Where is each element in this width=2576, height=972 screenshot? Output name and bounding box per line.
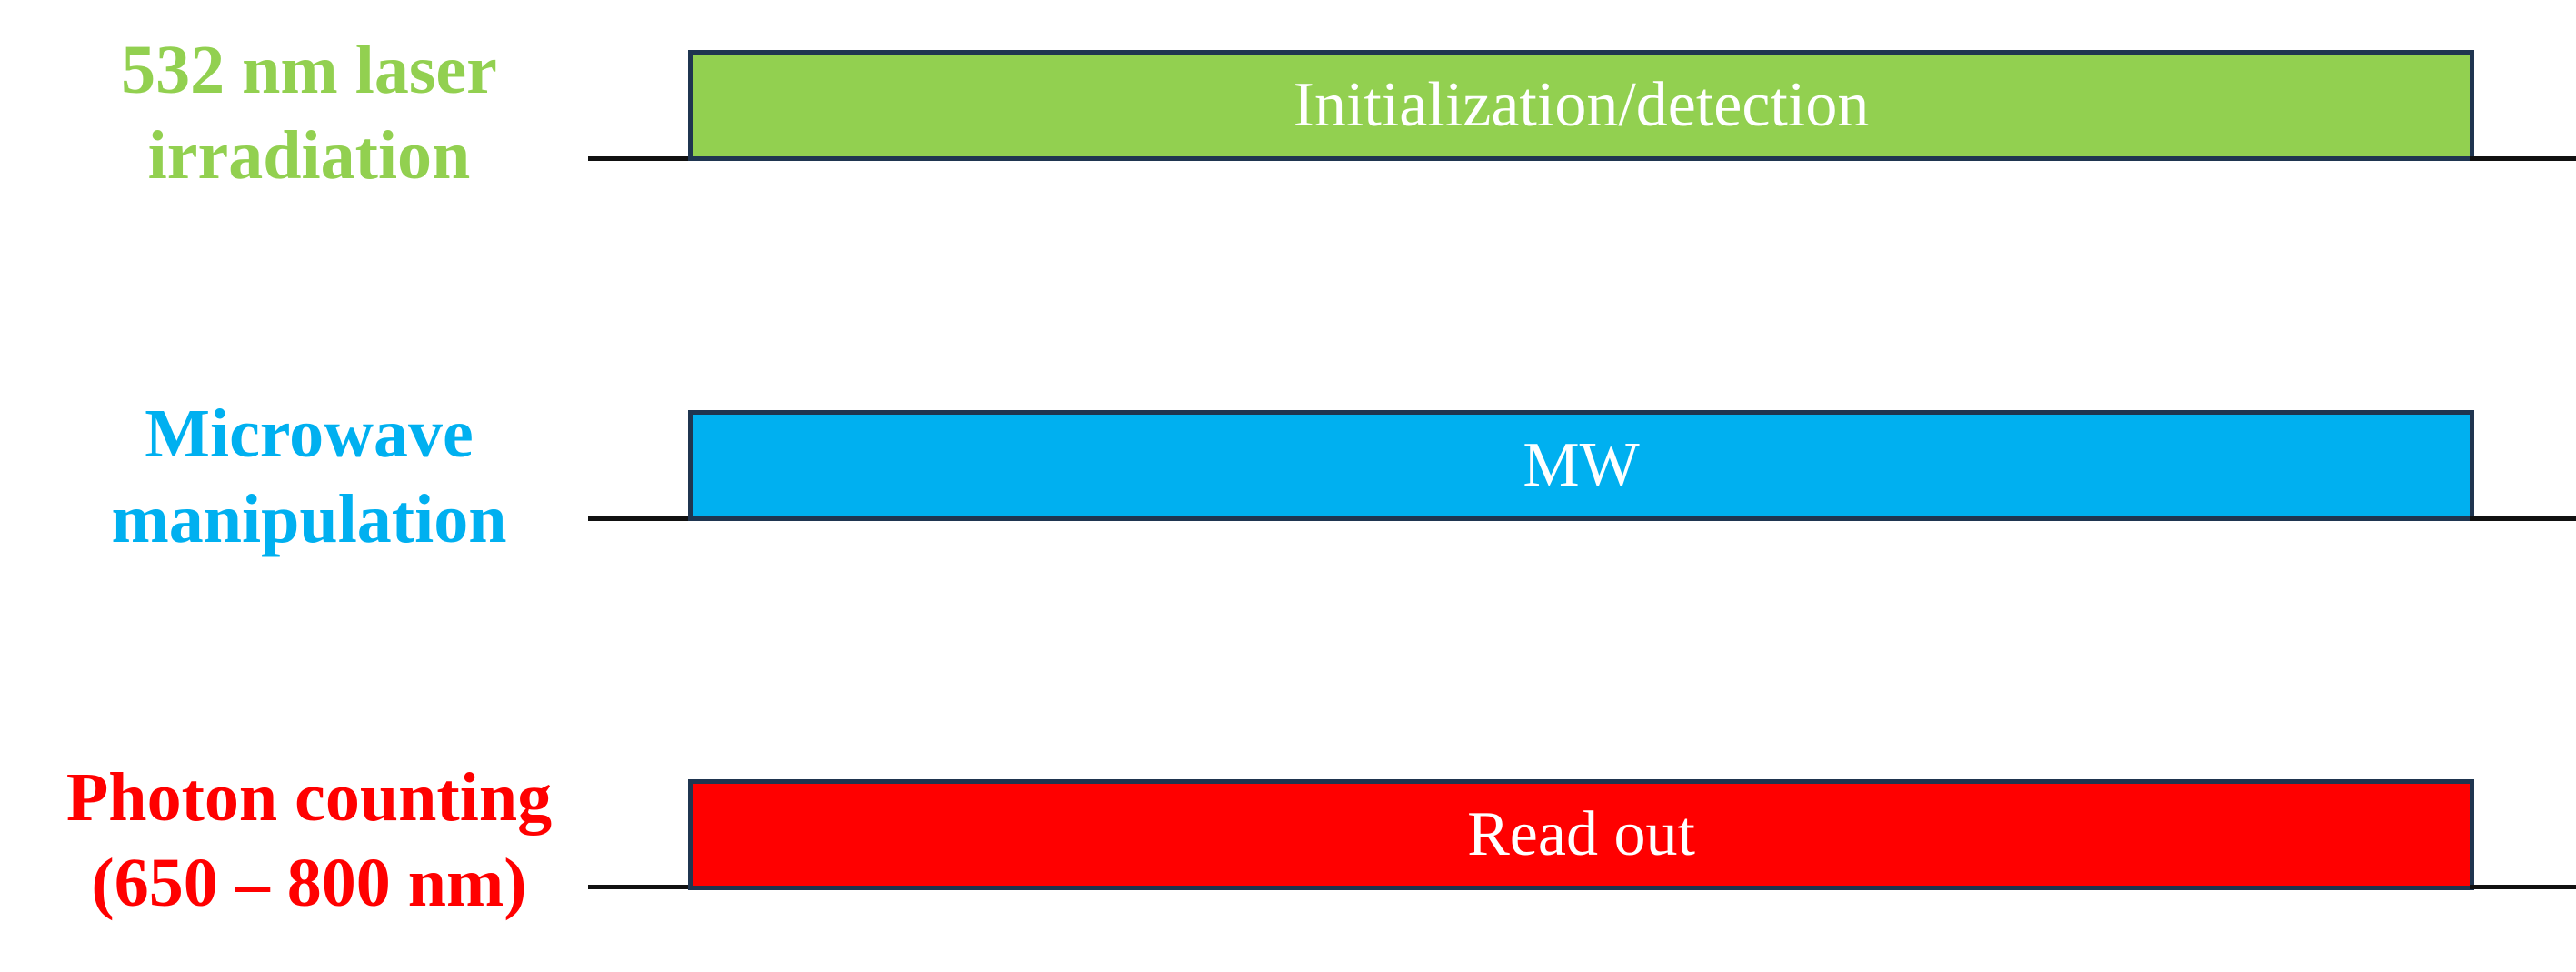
photon-label-line-1: Photon counting <box>65 759 553 836</box>
laser-baseline-right <box>2470 156 2576 161</box>
laser-baseline-left <box>588 156 693 161</box>
photon-baseline-right <box>2470 885 2576 889</box>
photon-label-line-2: (650 – 800 nm) <box>91 845 527 921</box>
laser-channel-label: 532 nm laser irradiation <box>0 27 618 198</box>
laser-pulse: Initialization/detection <box>688 50 2474 161</box>
laser-label-line-1: 532 nm laser <box>121 32 497 108</box>
microwave-label-line-1: Microwave <box>145 396 474 472</box>
laser-pulse-label: Initialization/detection <box>1293 70 1870 140</box>
microwave-baseline-right <box>2470 516 2576 521</box>
readout-pulse-label: Read out <box>1467 799 1695 869</box>
readout-pulse: Read out <box>688 779 2474 890</box>
photon-baseline-left <box>588 885 693 889</box>
laser-label-line-2: irradiation <box>147 117 471 194</box>
microwave-baseline-left <box>588 516 693 521</box>
photon-counting-channel-label: Photon counting (650 – 800 nm) <box>0 755 618 926</box>
microwave-pulse-label: MW <box>1523 430 1640 500</box>
microwave-pulse: MW <box>688 410 2474 521</box>
microwave-label-line-2: manipulation <box>111 481 507 557</box>
microwave-channel-label: Microwave manipulation <box>0 391 618 562</box>
